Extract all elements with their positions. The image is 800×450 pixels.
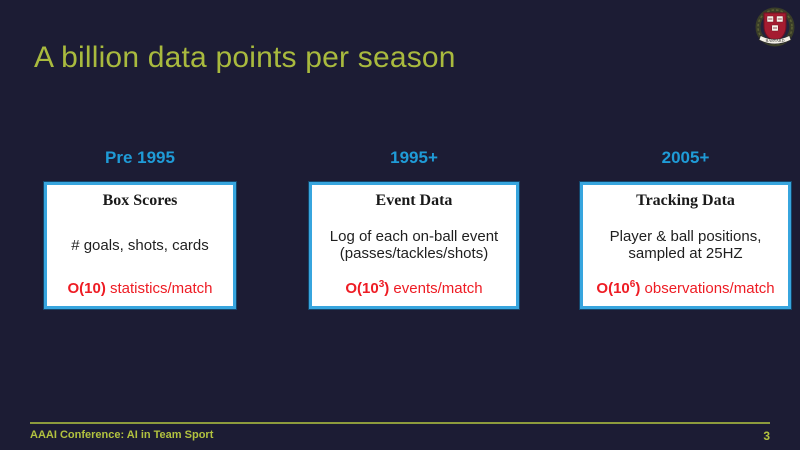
box-body-line: # goals, shots, cards	[71, 236, 209, 254]
info-box-event-data: Event Data Log of each on-ball event (pa…	[309, 182, 519, 309]
box-body: # goals, shots, cards	[49, 237, 231, 254]
crest-book-lines	[768, 18, 782, 29]
box-title: Box Scores	[102, 192, 178, 209]
stat-exponent: 6	[629, 279, 636, 290]
box-body-line: Log of each on-ball event	[329, 228, 499, 245]
crest-banner	[758, 35, 792, 45]
box-body-line: Player & ball positions,	[609, 228, 762, 245]
harvard-crest-logo: HARVARD	[755, 7, 795, 47]
era-label: Pre 1995	[105, 148, 175, 167]
stat-order: O(10	[345, 280, 379, 297]
box-stat: O(106) observations/match	[585, 280, 786, 298]
box-body-line: sampled at 25HZ	[628, 245, 743, 262]
box-body: Log of each on-ball event (passes/tackle…	[314, 228, 514, 262]
box-body: Player & ball positions, sampled at 25HZ	[585, 228, 786, 262]
era-label: 2005+	[661, 148, 710, 167]
crest-wreath-leaves	[757, 9, 793, 45]
stat-paren: )	[100, 280, 106, 297]
box-stat: O(103) events/match	[314, 280, 514, 298]
box-title: Tracking Data	[636, 192, 735, 209]
slide-title: A billion data points per season	[34, 41, 456, 74]
crest-banner-text: HARVARD	[766, 38, 785, 43]
slide-page-number: 3	[763, 429, 770, 443]
stat-paren: )	[635, 280, 641, 297]
box-stat: O(10) statistics/match	[49, 280, 231, 298]
footer-divider-line	[30, 422, 770, 424]
box-title: Event Data	[375, 192, 453, 209]
footer-conference-label: AAAI Conference: AI in Team Sport	[30, 429, 214, 441]
stat-paren: )	[384, 280, 390, 297]
era-column-pre-1995: Pre 1995 Box Scores # goals, shots, card…	[44, 147, 236, 309]
info-box-box-scores: Box Scores # goals, shots, cards O(10) s…	[44, 182, 236, 309]
stat-unit: statistics/match	[105, 280, 213, 297]
info-box-tracking-data: Tracking Data Player & ball positions, s…	[580, 182, 791, 309]
stat-order: O(10	[596, 280, 630, 297]
era-column-1995: 1995+ Event Data Log of each on-ball eve…	[309, 147, 519, 309]
stat-order: O(10	[67, 280, 101, 297]
box-body-line: (passes/tackles/shots)	[339, 245, 489, 262]
stat-exponent: 3	[378, 279, 385, 290]
stat-unit: events/match	[389, 280, 483, 297]
stat-unit: observations/match	[640, 280, 775, 297]
era-column-2005: 2005+ Tracking Data Player & ball positi…	[580, 147, 791, 309]
era-label: 1995+	[390, 148, 438, 167]
